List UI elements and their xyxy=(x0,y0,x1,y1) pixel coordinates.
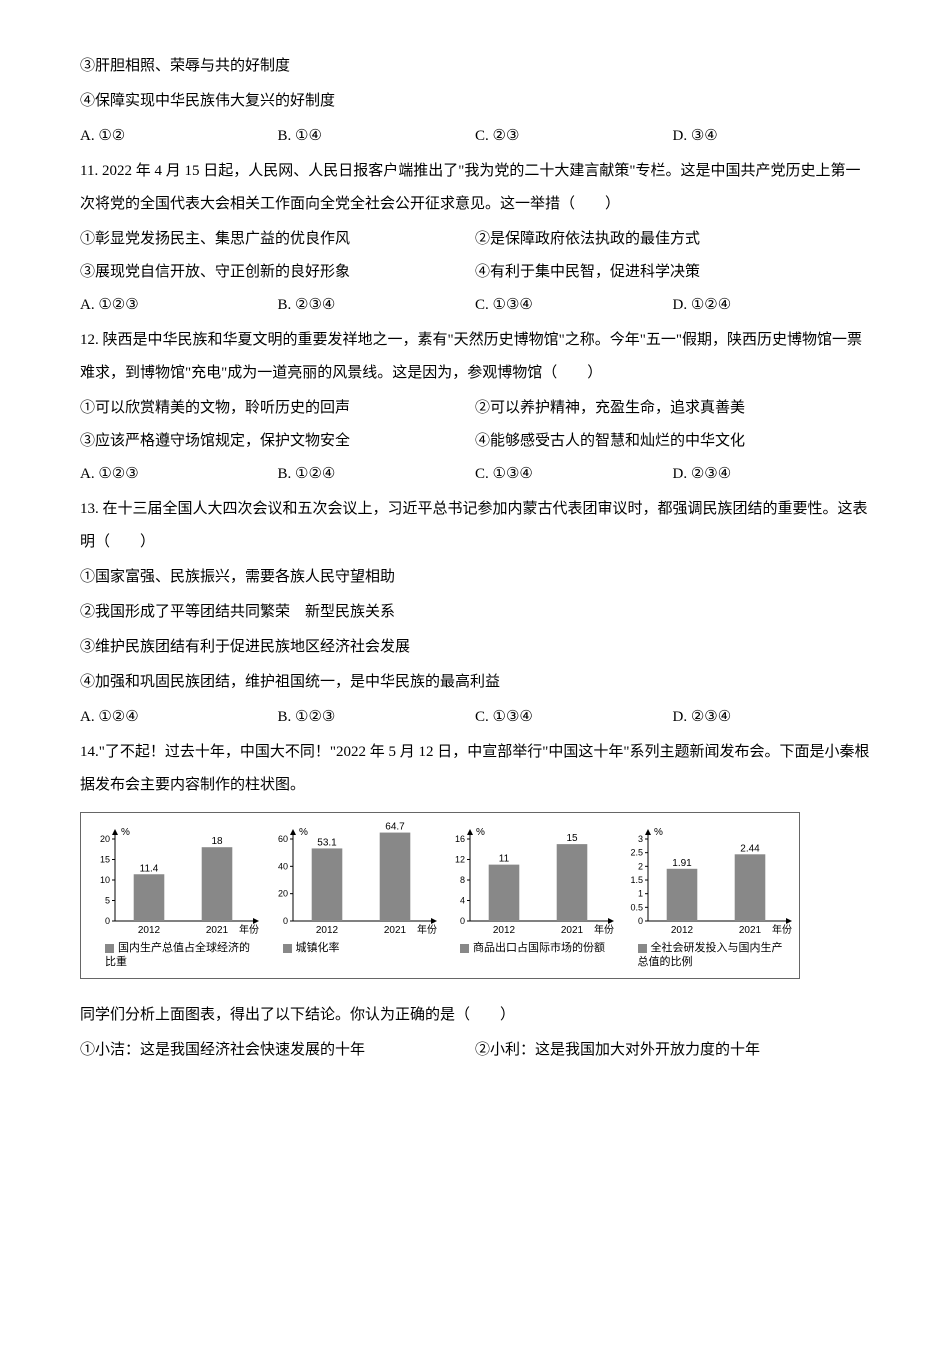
q13-stmt2: ②我国形成了平等团结共同繁荣 新型民族关系 xyxy=(80,596,870,629)
svg-text:2012: 2012 xyxy=(493,925,516,936)
svg-text:18: 18 xyxy=(211,836,223,847)
q12-opt-b[interactable]: B. ①②④ xyxy=(278,458,476,491)
svg-text:64.7: 64.7 xyxy=(385,822,405,833)
q10-options: A. ①② B. ①④ C. ②③ D. ③④ xyxy=(80,120,870,153)
q12-opt-a[interactable]: A. ①②③ xyxy=(80,458,278,491)
q13-opt-c[interactable]: C. ①③④ xyxy=(475,701,673,734)
bar-chart-2: % 0 4 8 12 16 11 2012 15 2021 年份商品出口占国际市场的份额 xyxy=(442,821,616,970)
svg-text:0: 0 xyxy=(460,916,465,926)
q12-stmt1: ①可以欣赏精美的文物，聆听历史的回声 xyxy=(80,392,475,425)
q12-stmt4: ④能够感受古人的智慧和灿烂的中华文化 xyxy=(475,425,870,458)
q12-stem: 12. 陕西是中华民族和华夏文明的重要发祥地之一，素有"天然历史博物馆"之称。今… xyxy=(80,324,870,390)
q10-stmt4: ④保障实现中华民族伟大复兴的好制度 xyxy=(80,85,870,118)
bar-chart-0: % 0 5 10 15 20 11.4 2012 18 2021 年份国内生产总值占全球经济的比重 xyxy=(87,821,261,970)
q11-stmt4: ④有利于集中民智，促进科学决策 xyxy=(475,256,870,289)
svg-text:2021: 2021 xyxy=(206,925,229,936)
q11-opt-a[interactable]: A. ①②③ xyxy=(80,289,278,322)
svg-text:2012: 2012 xyxy=(315,925,338,936)
q12-stmt3: ③应该严格遵守场馆规定，保护文物安全 xyxy=(80,425,475,458)
svg-text:20: 20 xyxy=(100,834,110,844)
svg-text:5: 5 xyxy=(105,896,110,906)
q13-stmt4: ④加强和巩固民族团结，维护祖国统一，是中华民族的最高利益 xyxy=(80,666,870,699)
q13-stmt1: ①国家富强、民族振兴，需要各族人民守望相助 xyxy=(80,561,870,594)
svg-text:40: 40 xyxy=(277,861,287,871)
svg-text:0: 0 xyxy=(282,916,287,926)
q11-options: A. ①②③ B. ②③④ C. ①③④ D. ①②④ xyxy=(80,289,870,322)
svg-text:16: 16 xyxy=(455,834,465,844)
svg-text:2.5: 2.5 xyxy=(630,848,643,858)
svg-text:53.1: 53.1 xyxy=(317,837,337,848)
svg-text:%: % xyxy=(121,827,130,838)
svg-text:%: % xyxy=(476,827,485,838)
q11-opt-b[interactable]: B. ②③④ xyxy=(278,289,476,322)
svg-text:1: 1 xyxy=(637,889,642,899)
q13-options: A. ①②④ B. ①②③ C. ①③④ D. ②③④ xyxy=(80,701,870,734)
svg-text:年份: 年份 xyxy=(417,923,437,936)
q11-stmt1: ①彰显党发扬民主、集思广益的优良作风 xyxy=(80,223,475,256)
q11-stem: 11. 2022 年 4 月 15 日起，人民网、人民日报客户端推出了"我为党的… xyxy=(80,155,870,221)
bar-chart-1: % 0 20 40 60 53.1 2012 64.7 2021 年份城镇化率 xyxy=(265,821,439,970)
svg-text:年份: 年份 xyxy=(772,923,792,936)
q10-opt-c[interactable]: C. ②③ xyxy=(475,120,673,153)
svg-text:3: 3 xyxy=(637,834,642,844)
q12-opt-d[interactable]: D. ②③④ xyxy=(673,458,871,491)
q12-stmt2: ②可以养护精神，充盈生命，追求真善美 xyxy=(475,392,870,425)
svg-text:%: % xyxy=(654,827,663,838)
charts-panel: %0510152011.42012182021年份国内生产总值占全球经济的比重%… xyxy=(80,812,800,979)
q10-stmt3: ③肝胆相照、荣辱与共的好制度 xyxy=(80,50,870,83)
q11-stmt2: ②是保障政府依法执政的最佳方式 xyxy=(475,223,870,256)
chart-legend: 国内生产总值占全球经济的比重 xyxy=(87,941,261,970)
q13-stem: 13. 在十三届全国人大四次会议和五次会议上，习近平总书记参加内蒙古代表团审议时… xyxy=(80,493,870,559)
svg-text:2.44: 2.44 xyxy=(740,843,760,854)
q13-opt-d[interactable]: D. ②③④ xyxy=(673,701,871,734)
q13-stmt3: ③维护民族团结有利于促进民族地区经济社会发展 xyxy=(80,631,870,664)
svg-text:20: 20 xyxy=(277,889,287,899)
svg-text:%: % xyxy=(299,827,308,838)
q11-stmt3: ③展现党自信开放、守正创新的良好形象 xyxy=(80,256,475,289)
q12-opt-c[interactable]: C. ①③④ xyxy=(475,458,673,491)
q11-opt-c[interactable]: C. ①③④ xyxy=(475,289,673,322)
svg-text:2012: 2012 xyxy=(670,925,693,936)
svg-text:12: 12 xyxy=(455,855,465,865)
svg-text:0: 0 xyxy=(637,916,642,926)
q11-opt-d[interactable]: D. ①②④ xyxy=(673,289,871,322)
svg-text:年份: 年份 xyxy=(594,923,614,936)
q13-opt-b[interactable]: B. ①②③ xyxy=(278,701,476,734)
q10-opt-b[interactable]: B. ①④ xyxy=(278,120,476,153)
q13-opt-a[interactable]: A. ①②④ xyxy=(80,701,278,734)
chart-legend: 城镇化率 xyxy=(265,941,439,955)
svg-text:11: 11 xyxy=(499,854,510,865)
svg-text:4: 4 xyxy=(460,896,465,906)
svg-text:0: 0 xyxy=(105,916,110,926)
svg-text:2021: 2021 xyxy=(561,925,584,936)
svg-text:1.91: 1.91 xyxy=(672,858,692,869)
svg-text:年份: 年份 xyxy=(239,923,259,936)
chart-legend: 商品出口占国际市场的份额 xyxy=(442,941,616,955)
q14-stem: 14."了不起！过去十年，中国大不同！"2022 年 5 月 12 日，中宣部举… xyxy=(80,736,870,802)
svg-text:2: 2 xyxy=(637,861,642,871)
bar-chart-3: % 0 0.5 1 1.5 2 2.5 3 1.91 2012 2.44 2021 年份全社会研发投入与… xyxy=(620,821,794,970)
svg-text:10: 10 xyxy=(100,875,110,885)
chart-legend: 全社会研发投入与国内生产总值的比例 xyxy=(620,941,794,970)
q14-stmt1: ①小洁：这是我国经济社会快速发展的十年 xyxy=(80,1034,475,1067)
svg-text:2021: 2021 xyxy=(383,925,406,936)
svg-text:1.5: 1.5 xyxy=(630,875,643,885)
q10-opt-d[interactable]: D. ③④ xyxy=(673,120,871,153)
svg-text:60: 60 xyxy=(277,834,287,844)
svg-text:15: 15 xyxy=(566,833,578,844)
svg-text:2012: 2012 xyxy=(138,925,161,936)
svg-text:8: 8 xyxy=(460,875,465,885)
svg-text:2021: 2021 xyxy=(738,925,761,936)
svg-text:0.5: 0.5 xyxy=(630,902,643,912)
q12-options: A. ①②③ B. ①②④ C. ①③④ D. ②③④ xyxy=(80,458,870,491)
svg-text:11.4: 11.4 xyxy=(140,863,159,874)
q14-stmt2: ②小利：这是我国加大对外开放力度的十年 xyxy=(475,1034,870,1067)
svg-text:15: 15 xyxy=(100,855,110,865)
q10-opt-a[interactable]: A. ①② xyxy=(80,120,278,153)
q14-after: 同学们分析上面图表，得出了以下结论。你认为正确的是（ ） xyxy=(80,999,870,1032)
